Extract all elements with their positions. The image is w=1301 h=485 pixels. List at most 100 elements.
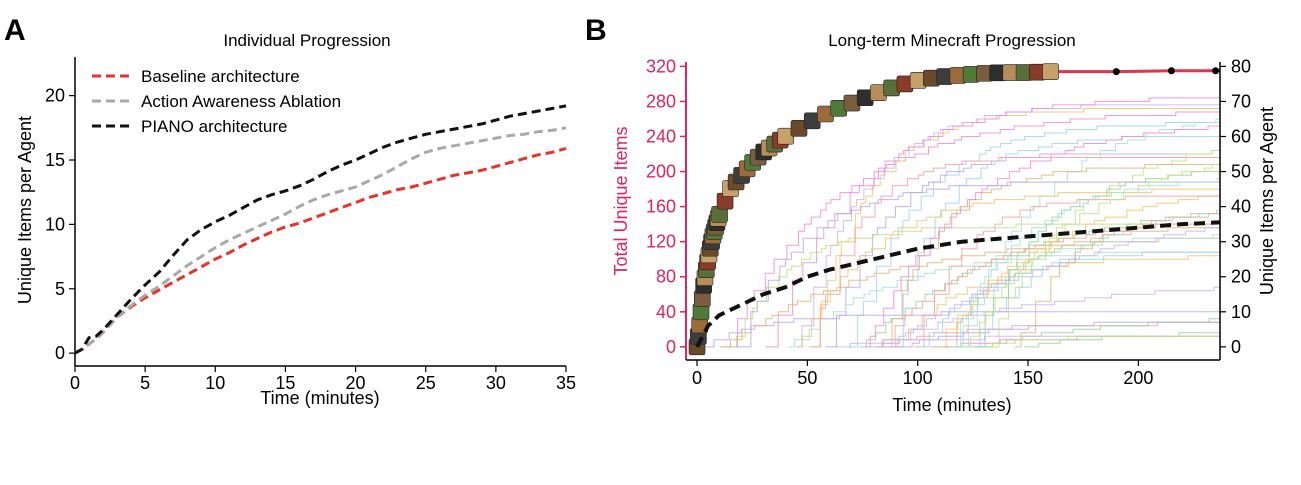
right-tick-label: 0	[1231, 337, 1241, 357]
panel-b: B Long-term Minecraft Progression 0 50 100…	[585, 14, 1277, 415]
agent-line	[889, 136, 1220, 348]
agent-line	[913, 195, 1220, 348]
right-tick-label: 30	[1231, 232, 1251, 252]
left-tick-label: 240	[646, 127, 676, 147]
panel-b-right-ticks: 0 10 20 30 40 50 60 70 80	[1220, 56, 1251, 357]
agent-line	[1024, 332, 1220, 348]
agent-line	[886, 227, 1220, 348]
agent-line	[731, 223, 1220, 348]
left-tick-label: 200	[646, 162, 676, 182]
x-tick-label: 35	[556, 373, 576, 393]
legend-label: Action Awareness Ablation	[141, 92, 341, 111]
panel-b-agent-lines	[698, 97, 1220, 348]
panel-a-x-ticks: 0 5 10 15 20 25 30 35	[70, 366, 576, 393]
agent-line	[877, 220, 1220, 348]
agent-line	[942, 227, 1220, 348]
panel-a-series	[74, 104, 567, 355]
panel-a-title: Individual Progression	[223, 31, 390, 50]
agent-line	[698, 311, 1220, 348]
agent-line	[765, 97, 1220, 348]
agent-line	[825, 335, 1220, 348]
right-tick-label: 20	[1231, 267, 1251, 287]
panel-a-y-ticks: 0 5 10 15 20	[45, 86, 75, 363]
panel-a-label: A	[4, 14, 26, 47]
y-tick-label: 15	[45, 150, 65, 170]
agent-line	[892, 255, 1220, 348]
panel-b-right-y-label: Unique Items per Agent	[1257, 107, 1277, 295]
x-tick-label: 100	[903, 368, 933, 388]
mean-per-agent-line	[695, 220, 1221, 348]
right-tick-label: 70	[1231, 91, 1251, 111]
agent-line	[965, 164, 1220, 348]
panel-b-item-icons	[688, 63, 1059, 356]
agent-line	[788, 251, 1220, 348]
agent-line	[979, 335, 1220, 348]
x-tick-label: 10	[205, 373, 225, 393]
panel-b-title: Long-term Minecraft Progression	[828, 31, 1076, 50]
left-tick-label: 320	[646, 56, 676, 76]
left-tick-label: 160	[646, 197, 676, 217]
y-tick-label: 20	[45, 86, 65, 106]
agent-line	[869, 286, 1220, 348]
agent-line	[954, 118, 1220, 348]
y-tick-label: 10	[45, 214, 65, 234]
right-tick-label: 10	[1231, 302, 1251, 322]
item-icon	[1042, 63, 1059, 80]
agent-line	[723, 111, 1220, 348]
agent-line	[947, 178, 1220, 348]
panel-a-legend: Baseline architecture Action Awareness Ab…	[92, 67, 341, 136]
agent-line	[952, 234, 1220, 348]
agent-line	[796, 188, 1220, 348]
series-line	[74, 104, 567, 355]
y-tick-label: 5	[55, 279, 65, 299]
left-tick-label: 120	[646, 232, 676, 252]
agent-line	[1014, 213, 1220, 348]
agent-line	[865, 125, 1220, 348]
panel-b-left-ticks: 0 40 80 120 160 200 240 280 320	[646, 56, 686, 357]
left-tick-label: 0	[666, 337, 676, 357]
x-tick-label: 0	[692, 368, 702, 388]
legend-label: Baseline architecture	[141, 67, 300, 86]
agent-line	[826, 150, 1220, 348]
right-tick-label: 80	[1231, 56, 1251, 76]
agent-line	[810, 157, 1220, 348]
total-items-line	[695, 69, 1220, 348]
agent-line	[882, 164, 1220, 348]
x-tick-label: 150	[1013, 368, 1043, 388]
left-tick-label: 40	[656, 302, 676, 322]
agent-line	[930, 335, 1220, 348]
right-tick-label: 60	[1231, 127, 1251, 147]
x-tick-label: 25	[416, 373, 436, 393]
total-items-marker	[1212, 67, 1220, 75]
agent-line	[848, 122, 1220, 348]
x-tick-label: 0	[70, 373, 80, 393]
agent-line	[808, 108, 1220, 348]
panel-b-label: B	[585, 14, 607, 47]
agent-line	[891, 321, 1220, 348]
panel-b-x-ticks: 0 50 100 150 200	[692, 360, 1153, 388]
x-tick-label: 30	[486, 373, 506, 393]
panel-b-x-label: Time (minutes)	[892, 395, 1011, 415]
total-items-marker	[1112, 68, 1120, 76]
panel-b-mean-line	[695, 220, 1221, 348]
y-tick-label: 0	[55, 343, 65, 363]
legend-label: PIANO architecture	[141, 117, 287, 136]
panel-a: A Individual Progression 0 5 10 15 20 25 30 35 …	[4, 14, 576, 408]
x-tick-label: 200	[1123, 368, 1153, 388]
agent-line	[719, 237, 1220, 348]
series-line	[74, 146, 567, 355]
x-tick-label: 50	[797, 368, 817, 388]
panel-a-x-label: Time (minutes)	[260, 388, 379, 408]
x-tick-label: 5	[140, 373, 150, 393]
left-tick-label: 280	[646, 91, 676, 111]
series-line	[74, 126, 567, 355]
left-tick-label: 80	[656, 267, 676, 287]
total-items-marker	[1167, 67, 1175, 75]
panel-b-left-y-label: Total Unique Items	[611, 126, 631, 275]
agent-line	[736, 181, 1220, 348]
right-tick-label: 50	[1231, 162, 1251, 182]
x-tick-label: 15	[275, 373, 295, 393]
agent-line	[933, 195, 1220, 348]
panel-a-y-label: Unique Items per Agent	[15, 116, 35, 304]
